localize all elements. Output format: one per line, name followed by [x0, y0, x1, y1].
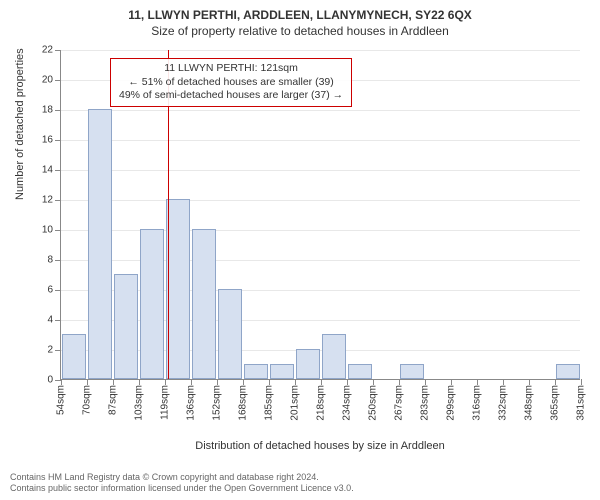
- grid-line: [61, 140, 580, 141]
- y-tick: [55, 110, 61, 111]
- y-tick: [55, 350, 61, 351]
- x-tick-label: 136sqm: [186, 385, 197, 421]
- histogram-bar: [62, 334, 87, 379]
- page-subtitle: Size of property relative to detached ho…: [0, 22, 600, 38]
- y-tick: [55, 230, 61, 231]
- x-tick-label: 348sqm: [524, 385, 535, 421]
- grid-line: [61, 200, 580, 201]
- grid-line: [61, 110, 580, 111]
- y-tick-label: 22: [42, 45, 53, 56]
- y-tick-label: 8: [47, 255, 53, 266]
- x-tick-label: 201sqm: [290, 385, 301, 421]
- x-tick-label: 54sqm: [56, 385, 67, 415]
- x-tick-label: 103sqm: [134, 385, 145, 421]
- x-tick-label: 119sqm: [160, 385, 171, 420]
- histogram-bar: [244, 364, 269, 379]
- histogram-bar: [218, 289, 243, 379]
- footer-line-2: Contains public sector information licen…: [10, 483, 590, 494]
- x-tick-label: 332sqm: [498, 385, 509, 421]
- histogram-bar: [192, 229, 217, 379]
- x-tick-label: 267sqm: [394, 385, 405, 421]
- histogram-bar: [166, 199, 191, 379]
- x-tick-label: 87sqm: [108, 385, 119, 415]
- y-tick-label: 16: [42, 135, 53, 146]
- histogram-bar: [556, 364, 581, 379]
- y-tick-label: 0: [47, 375, 53, 386]
- x-tick-label: 381sqm: [576, 385, 587, 421]
- info-line-2: ← 51% of detached houses are smaller (39…: [119, 76, 343, 90]
- histogram-bar: [322, 334, 347, 379]
- histogram-bar: [140, 229, 165, 379]
- x-tick-label: 70sqm: [82, 385, 93, 415]
- histogram-bar: [348, 364, 373, 379]
- histogram-bar: [88, 109, 113, 379]
- footer: Contains HM Land Registry data © Crown c…: [10, 472, 590, 495]
- chart-container: 11, LLWYN PERTHI, ARDDLEEN, LLANYMYNECH,…: [0, 0, 600, 500]
- x-axis-title: Distribution of detached houses by size …: [60, 440, 580, 452]
- x-tick-label: 250sqm: [368, 385, 379, 421]
- y-tick: [55, 170, 61, 171]
- x-tick-label: 365sqm: [550, 385, 561, 421]
- histogram-bar: [400, 364, 425, 379]
- info-callout: 11 LLWYN PERTHI: 121sqm ← 51% of detache…: [110, 58, 352, 107]
- y-tick: [55, 140, 61, 141]
- y-tick-label: 12: [42, 195, 53, 206]
- x-tick-label: 299sqm: [446, 385, 457, 421]
- y-tick: [55, 80, 61, 81]
- x-tick-label: 168sqm: [238, 385, 249, 421]
- y-tick-label: 4: [47, 315, 53, 326]
- y-axis-title: Number of detached properties: [14, 48, 26, 200]
- x-tick-label: 234sqm: [342, 385, 353, 421]
- y-tick: [55, 290, 61, 291]
- info-line-3: 49% of semi-detached houses are larger (…: [119, 89, 343, 103]
- info-line-1: 11 LLWYN PERTHI: 121sqm: [119, 62, 343, 76]
- y-tick: [55, 320, 61, 321]
- y-tick-label: 10: [42, 225, 53, 236]
- x-tick-label: 152sqm: [212, 385, 223, 421]
- page-title: 11, LLWYN PERTHI, ARDDLEEN, LLANYMYNECH,…: [0, 0, 600, 22]
- x-tick-label: 316sqm: [472, 385, 483, 421]
- y-tick-label: 14: [42, 165, 53, 176]
- histogram-bar: [270, 364, 295, 379]
- y-tick-label: 6: [47, 285, 53, 296]
- footer-line-1: Contains HM Land Registry data © Crown c…: [10, 472, 590, 483]
- y-tick: [55, 50, 61, 51]
- y-tick-label: 20: [42, 75, 53, 86]
- y-tick-label: 2: [47, 345, 53, 356]
- x-tick-label: 283sqm: [420, 385, 431, 421]
- x-tick-label: 185sqm: [264, 385, 275, 421]
- histogram-bar: [296, 349, 321, 379]
- grid-line: [61, 50, 580, 51]
- y-tick: [55, 260, 61, 261]
- histogram-bar: [114, 274, 139, 379]
- x-tick-label: 218sqm: [316, 385, 327, 421]
- y-tick-label: 18: [42, 105, 53, 116]
- grid-line: [61, 170, 580, 171]
- y-tick: [55, 200, 61, 201]
